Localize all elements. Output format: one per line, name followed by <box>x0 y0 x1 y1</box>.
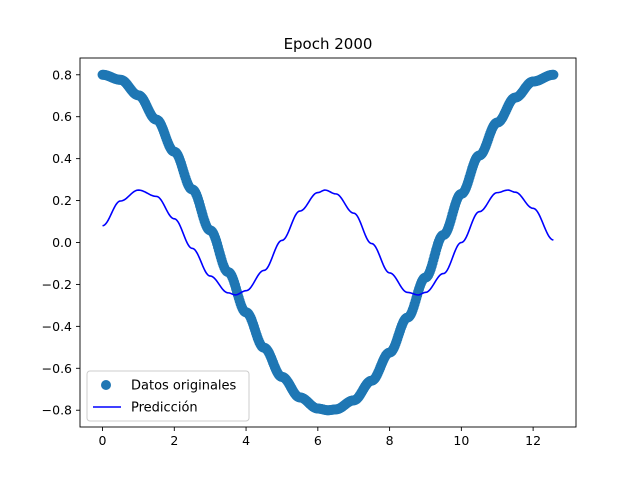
y-tick-label: 0.0 <box>52 235 72 250</box>
y-tick-label: 0.6 <box>52 109 72 124</box>
axes: 0 2 4 6 8 10 12 −0.8 −0.6 −0.4 −0.2 0.0 0.2 0.4 0.6 0.8 <box>42 57 577 448</box>
x-tick-label: 8 <box>386 433 394 448</box>
plot-area <box>97 69 559 416</box>
legend-marker-datos-originales <box>101 380 111 390</box>
legend-box <box>86 370 250 422</box>
data-point <box>548 69 559 80</box>
x-tick-label: 10 <box>453 433 469 448</box>
y-tick-label: −0.8 <box>42 403 72 418</box>
y-tick-label: 0.4 <box>52 151 72 166</box>
chart-title: Epoch 2000 <box>284 35 373 53</box>
legend: Datos originales Predicción <box>86 370 250 422</box>
y-tick-label: −0.2 <box>42 277 72 292</box>
legend-label-prediccion: Predicción <box>131 401 198 416</box>
series-line-prediccion <box>102 189 554 296</box>
plot-marks <box>97 69 559 416</box>
x-tick-label: 2 <box>170 433 178 448</box>
x-tick-label: 0 <box>99 433 107 448</box>
y-tick-label: 0.2 <box>52 193 72 208</box>
legend-label-datos-originales: Datos originales <box>131 379 237 394</box>
x-tick-label: 4 <box>242 433 250 448</box>
y-tick-label: −0.4 <box>42 319 72 334</box>
x-tick-label: 12 <box>525 433 541 448</box>
y-tick-label: −0.6 <box>42 361 72 376</box>
y-tick-label: 0.8 <box>52 67 72 82</box>
x-tick-label: 6 <box>314 433 322 448</box>
